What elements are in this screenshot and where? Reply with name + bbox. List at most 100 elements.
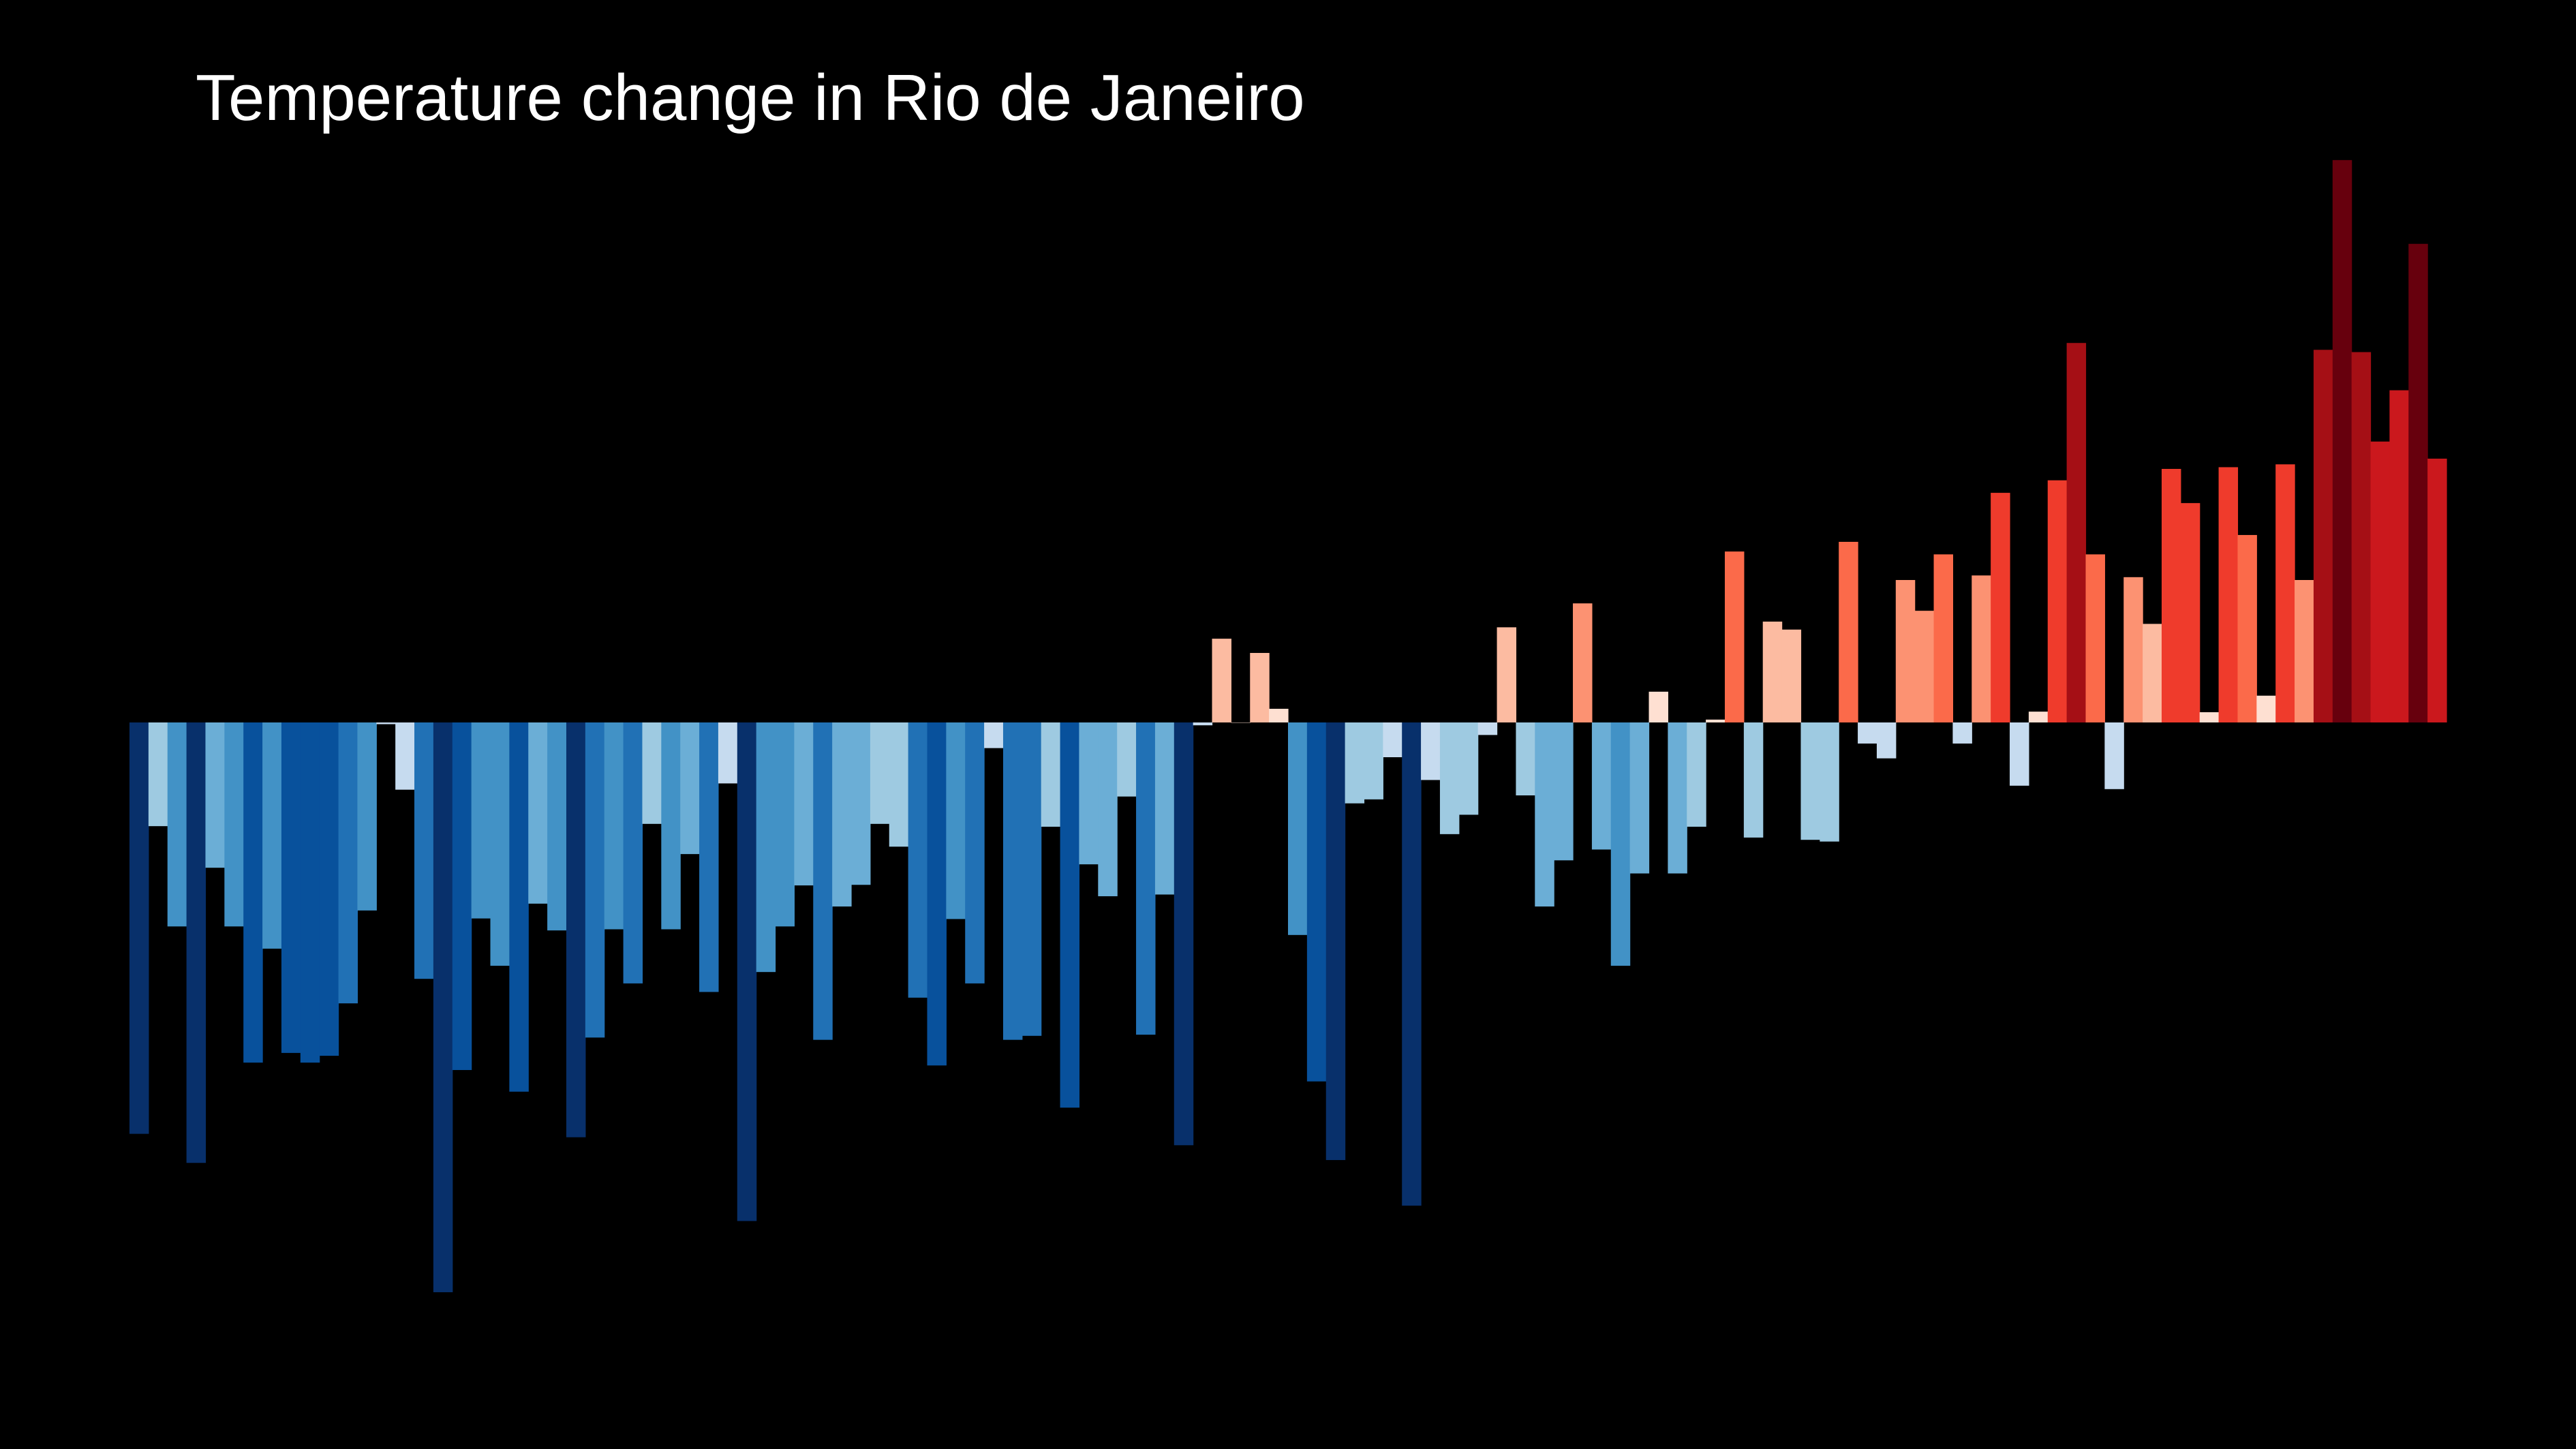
bar-83 xyxy=(1687,722,1706,827)
bar-11 xyxy=(319,722,339,1056)
bar-14 xyxy=(376,722,396,724)
bar-32 xyxy=(718,722,738,784)
bar-53 xyxy=(1117,722,1137,797)
bar-63 xyxy=(1306,722,1327,1082)
bar-93 xyxy=(1876,722,1897,759)
bar-5 xyxy=(205,722,225,868)
bar-79 xyxy=(1610,722,1631,966)
bar-42 xyxy=(908,722,928,998)
bar-69 xyxy=(1421,722,1441,780)
bar-43 xyxy=(927,722,947,1066)
bar-84 xyxy=(1706,719,1726,722)
bar-41 xyxy=(889,722,909,847)
bar-36 xyxy=(794,722,814,886)
bar-110 xyxy=(2199,712,2220,722)
bar-59 xyxy=(1231,722,1251,723)
bar-58 xyxy=(1212,639,1231,722)
bar-57 xyxy=(1193,722,1213,726)
bar-60 xyxy=(1250,653,1270,722)
bar-17 xyxy=(433,722,453,1292)
bar-30 xyxy=(680,722,700,855)
bar-26 xyxy=(604,722,624,930)
bar-86 xyxy=(1743,722,1764,838)
bar-44 xyxy=(946,722,966,919)
bar-91 xyxy=(1839,541,1858,722)
chart-title: Temperature change in Rio de Janeiro xyxy=(196,61,1305,134)
bar-73 xyxy=(1497,627,1517,722)
bar-66 xyxy=(1364,722,1383,799)
bar-76 xyxy=(1554,722,1574,861)
bar-107 xyxy=(2143,624,2162,722)
bar-72 xyxy=(1477,722,1498,735)
bar-119 xyxy=(2370,441,2390,722)
bar-12 xyxy=(338,722,358,1004)
bar-109 xyxy=(2180,503,2201,722)
bar-116 xyxy=(2313,350,2333,722)
bar-50 xyxy=(1060,722,1080,1108)
bar-88 xyxy=(1781,629,1802,722)
bar-21 xyxy=(509,722,529,1092)
bar-22 xyxy=(528,722,548,904)
bar-40 xyxy=(870,722,890,824)
bar-46 xyxy=(984,722,1004,748)
bar-37 xyxy=(813,722,833,1040)
bar-16 xyxy=(414,722,434,979)
bar-111 xyxy=(2218,467,2239,722)
bars-group xyxy=(129,159,2447,1292)
bar-55 xyxy=(1154,722,1175,895)
bar-8 xyxy=(262,722,282,949)
bar-100 xyxy=(2010,722,2029,786)
bar-62 xyxy=(1288,722,1308,935)
bar-105 xyxy=(2104,722,2124,789)
bar-118 xyxy=(2351,352,2372,722)
bar-45 xyxy=(965,722,985,983)
bar-33 xyxy=(737,722,757,1221)
bar-71 xyxy=(1458,722,1479,815)
bar-64 xyxy=(1325,722,1346,1161)
bar-31 xyxy=(699,722,719,992)
bar-78 xyxy=(1591,722,1612,850)
bar-120 xyxy=(2389,390,2409,722)
bar-56 xyxy=(1174,722,1194,1146)
bar-101 xyxy=(2028,712,2049,722)
bar-20 xyxy=(490,722,510,966)
bar-35 xyxy=(775,722,795,927)
bar-34 xyxy=(756,722,776,973)
bar-25 xyxy=(585,722,605,1038)
bar-108 xyxy=(2161,468,2181,722)
bar-77 xyxy=(1573,603,1593,722)
bar-6 xyxy=(224,722,244,927)
bar-80 xyxy=(1629,722,1650,874)
bar-10 xyxy=(300,722,320,1063)
bar-96 xyxy=(1933,554,1954,722)
bar-114 xyxy=(2275,464,2295,722)
bar-121 xyxy=(2408,243,2428,722)
bar-82 xyxy=(1668,722,1687,874)
bar-3 xyxy=(167,722,187,927)
bar-29 xyxy=(661,722,681,930)
bar-2 xyxy=(148,722,168,827)
bar-15 xyxy=(395,722,415,790)
bar-49 xyxy=(1041,722,1061,827)
bar-113 xyxy=(2256,695,2276,722)
bar-122 xyxy=(2427,458,2447,722)
bar-27 xyxy=(623,722,643,983)
bar-24 xyxy=(566,722,586,1138)
bar-18 xyxy=(452,722,472,1070)
bar-61 xyxy=(1269,708,1289,722)
bar-97 xyxy=(1952,722,1972,744)
bar-89 xyxy=(1800,722,1820,840)
bar-112 xyxy=(2237,534,2257,722)
bar-94 xyxy=(1895,580,1916,722)
bar-65 xyxy=(1345,722,1365,804)
bar-7 xyxy=(243,722,263,1063)
bar-1 xyxy=(129,722,149,1134)
bar-47 xyxy=(1002,722,1023,1040)
bar-92 xyxy=(1858,722,1877,744)
bar-87 xyxy=(1762,622,1783,722)
bar-74 xyxy=(1516,722,1535,796)
bar-48 xyxy=(1022,722,1042,1036)
bar-99 xyxy=(1991,493,2010,722)
bar-28 xyxy=(642,722,662,824)
